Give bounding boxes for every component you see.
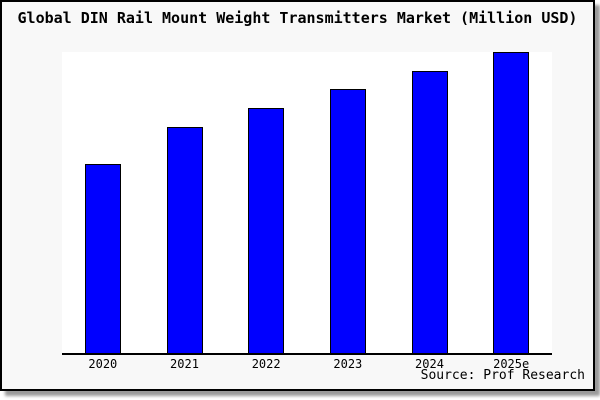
bar-2023: [329, 89, 366, 353]
plot-area: [62, 52, 552, 355]
x-tick-label-2022: 2022: [251, 357, 281, 371]
x-tick-label-2024: 2024: [415, 357, 444, 371]
x-tick-label-2023: 2023: [333, 357, 363, 371]
bar-2025e: [493, 52, 530, 353]
bar-2020: [84, 164, 121, 353]
chart-title: Global DIN Rail Mount Weight Transmitter…: [17, 9, 578, 27]
x-tick-label-2025e: 2025e: [493, 357, 530, 371]
x-tick-label-2021: 2021: [170, 357, 199, 371]
bar-2021: [166, 127, 203, 353]
chart-figure-card: Global DIN Rail Mount Weight Transmitter…: [0, 0, 595, 391]
bar-2024: [411, 71, 448, 353]
source-credit: Source: Prof Research: [420, 368, 585, 383]
x-tick-label-2020: 2020: [88, 357, 118, 371]
x-axis-line: [62, 353, 552, 355]
x-axis-labels: 2020 2021 2022 2023 2024 2025e: [62, 357, 552, 372]
bar-2022: [248, 108, 285, 353]
